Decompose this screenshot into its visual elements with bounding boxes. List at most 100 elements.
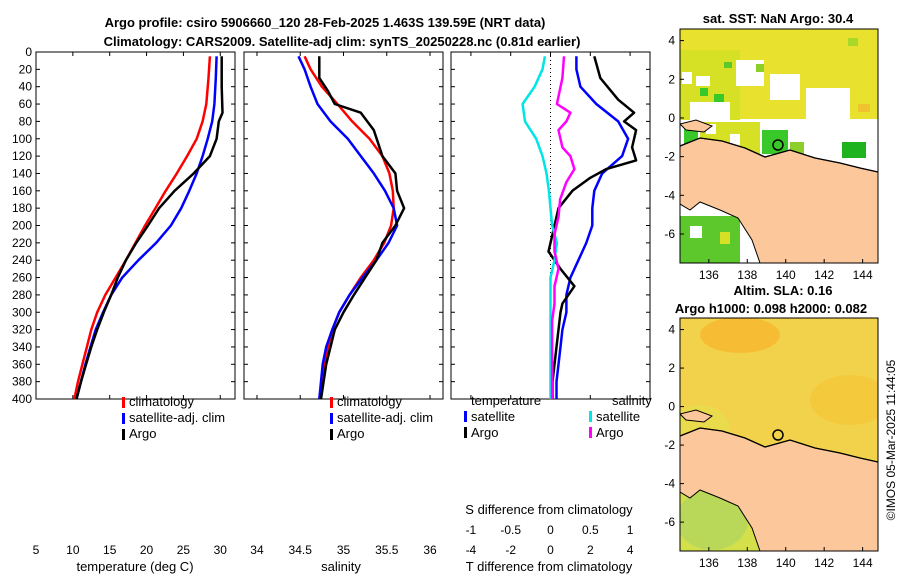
depth-tick-label: 400 — [12, 392, 32, 406]
x-tick-label: 25 — [177, 543, 191, 557]
map-lat-label: 4 — [668, 323, 675, 337]
series-line-climatology — [73, 56, 212, 399]
sla-map-area — [680, 318, 878, 551]
sst-cloud-gap — [730, 134, 740, 146]
sla-map-panel: Altim. SLA: 0.16 Argo h1000: 0.098 h2000… — [664, 283, 879, 570]
depth-tick-label: 60 — [19, 97, 33, 111]
argo-location-marker — [772, 139, 784, 151]
sla-map-title: Altim. SLA: 0.16 — [734, 283, 833, 298]
sla-low-patch — [680, 490, 748, 550]
sst-warm-pixel — [724, 62, 732, 68]
legend-swatch-satellite — [122, 413, 125, 424]
x-tick-label: 10 — [66, 543, 80, 557]
series-line-s-argo — [550, 56, 576, 399]
difference-lines — [521, 55, 638, 399]
temperature-lines — [73, 56, 224, 399]
legend-label-s-satellite: satellite — [596, 409, 640, 424]
s-diff-tick-label: 1 — [627, 523, 634, 537]
map-lat-label: -4 — [664, 188, 675, 202]
sst-warm-pixel — [720, 232, 730, 244]
figure-title-line2: Climatology: CARS2009. Satellite-adj cli… — [104, 34, 581, 49]
depth-tick-label: 120 — [12, 149, 32, 163]
salinity-axes-box — [243, 51, 444, 400]
legend-title-salinity: salinity — [612, 393, 652, 408]
x-tick-label: 36 — [423, 543, 437, 557]
series-line-satellite-adj-clim — [297, 55, 399, 399]
sst-cloud-gap — [736, 60, 764, 86]
depth-tick-label: 80 — [19, 114, 33, 128]
map-lat-label: -6 — [664, 227, 675, 241]
legend-swatch-argo — [330, 429, 333, 440]
depth-tick-label: 200 — [12, 219, 32, 233]
depth-tick-label: 140 — [12, 166, 32, 180]
legend-swatch-argo — [122, 429, 125, 440]
sst-warm-pixel — [762, 130, 788, 154]
x-tick-label: 4 — [627, 543, 634, 557]
sst-arafura-pixels — [680, 216, 740, 263]
sst-cloud-gap — [696, 76, 710, 86]
sst-map-area — [680, 29, 878, 263]
sst-warm-pixel — [848, 38, 858, 46]
series-line-t-satellite — [555, 56, 630, 399]
land-island — [680, 409, 714, 423]
sst-cloud-gap — [690, 102, 730, 122]
sst-warm-pixel — [700, 88, 708, 96]
map-lat-label: 0 — [668, 111, 675, 125]
x-tick-label: 0 — [547, 543, 554, 557]
s-diff-tick-label: 0 — [547, 523, 554, 537]
series-line-t-argo — [547, 55, 638, 399]
sla-map-ticks: 136 138 140 142 144 -6 -4 -2 0 2 4 — [664, 323, 873, 570]
depth-tick-label: 20 — [19, 62, 33, 76]
map-lon-label: 138 — [737, 556, 757, 570]
salinity-lines — [297, 55, 406, 399]
depth-tick-label: 240 — [12, 253, 32, 267]
coastline — [680, 427, 878, 463]
legend-label-climatology: climatology — [337, 394, 403, 409]
salinity-panel: 34 34.5 35 35.5 36 salinity climatology sate… — [243, 51, 444, 574]
difference-xlabel: T difference from climatology — [466, 559, 633, 574]
difference-x-ticks: -4 -2 0 2 4 — [466, 52, 634, 557]
legend-label-satellite: satellite-adj. clim — [129, 410, 225, 425]
map-lon-label: 142 — [814, 268, 834, 282]
x-tick-label: 34 — [250, 543, 264, 557]
x-tick-label: 2 — [587, 543, 594, 557]
sst-map-title: sat. SST: NaN Argo: 30.4 — [703, 11, 854, 26]
salinity-xlabel: salinity — [321, 559, 361, 574]
land-island — [680, 119, 714, 133]
map-lat-label: 2 — [668, 361, 675, 375]
sst-cloud-gap — [682, 72, 692, 84]
sst-map-frame — [679, 28, 879, 264]
legend-label-argo: Argo — [337, 426, 364, 441]
temperature-panel: 0 20 40 60 80 100 120 140 160 180 200 220 240 260 280 3… — [12, 45, 236, 574]
map-lon-label: 140 — [776, 268, 796, 282]
s-diff-tick-label: 0.5 — [582, 523, 599, 537]
sla-map-subtitle: Argo h1000: 0.098 h2000: 0.082 — [675, 301, 867, 316]
map-lat-label: 4 — [668, 34, 675, 48]
sst-cloud-gap — [690, 226, 702, 238]
legend-label-s-argo: Argo — [596, 425, 623, 440]
sst-warm-pixel — [842, 142, 866, 158]
depth-tick-label: 300 — [12, 305, 32, 319]
argo-location-marker — [772, 429, 784, 441]
temperature-x-ticks: 5 10 15 20 25 30 — [33, 52, 227, 557]
legend-label-t-argo: Argo — [471, 425, 498, 440]
series-line-s-satellite — [521, 56, 559, 399]
salinity-legend: climatology satellite-adj. clim Argo — [330, 394, 433, 441]
legend-swatch-t-satellite — [464, 411, 467, 422]
x-tick-label: -4 — [466, 543, 477, 557]
map-lat-label: 2 — [668, 72, 675, 86]
sst-cloud-gap — [706, 124, 716, 134]
legend-swatch-climatology — [122, 397, 125, 408]
depth-tick-label: 340 — [12, 340, 32, 354]
imos-timestamp: ©IMOS 05-Mar-2025 11:44:05 — [884, 359, 898, 520]
map-lat-label: -2 — [664, 438, 675, 452]
depth-tick-label: 280 — [12, 288, 32, 302]
sst-warm-pixel — [858, 104, 870, 112]
legend-label-climatology: climatology — [129, 394, 195, 409]
sla-high-patch — [700, 318, 780, 353]
x-tick-label: 34.5 — [289, 543, 313, 557]
map-lon-label: 142 — [814, 556, 834, 570]
coastline — [680, 137, 878, 173]
x-tick-label: 20 — [140, 543, 154, 557]
